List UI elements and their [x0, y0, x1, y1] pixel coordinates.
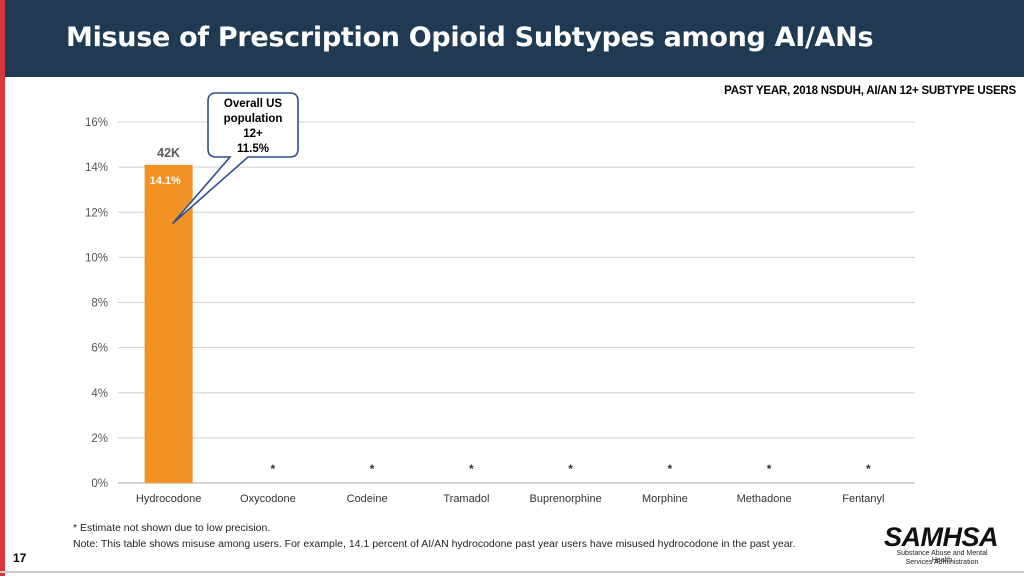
footnote-note: Note: This table shows misuse among user… — [73, 538, 796, 550]
suppressed-marker: * — [370, 462, 375, 476]
logo-subtitle-2: Services Administration — [905, 559, 979, 566]
callout-text: 11.5% — [237, 143, 269, 155]
x-tick-label: Tramadol — [443, 493, 489, 505]
callout-text: Overall US — [224, 98, 282, 110]
bottom-divider — [0, 571, 1024, 573]
logo-wordmark: SAMHSA — [884, 522, 999, 552]
x-tick-label: Codeine — [347, 493, 388, 505]
suppressed-marker: * — [668, 462, 673, 476]
callout-text: population — [224, 113, 283, 125]
y-tick-label: 8% — [91, 298, 108, 310]
suppressed-marker: * — [469, 462, 474, 476]
x-tick-label: Morphine — [642, 493, 688, 505]
gridlines — [118, 121, 915, 484]
page-number: 17 — [13, 551, 27, 565]
callout-text: 12+ — [243, 128, 263, 140]
x-tick-label: Buprenorphine — [530, 493, 602, 505]
bar-hydrocodone — [144, 164, 193, 483]
suppressed-marker: * — [568, 462, 573, 476]
callout-bubble — [172, 92, 299, 225]
x-tick-label: Fentanyl — [842, 493, 884, 505]
y-tick-label: 12% — [85, 207, 108, 219]
data-source-tag: PAST YEAR, 2018 NSDUH, AI/AN 12+ SUBTYPE… — [724, 85, 1016, 97]
suppressed-marker: * — [271, 462, 276, 476]
bars: 14.1% 42K * * * * * * * — [144, 146, 871, 483]
x-tick-label: Oxycodone — [240, 493, 296, 505]
y-tick-label: 10% — [85, 252, 108, 264]
y-tick-label: 0% — [91, 478, 108, 490]
y-tick-label: 6% — [91, 343, 108, 355]
x-tick-label: Methadone — [737, 493, 792, 505]
left-accent-bar — [0, 0, 5, 576]
slide-title: Misuse of Prescription Opioid Subtypes a… — [66, 22, 874, 53]
bar-value-label: 14.1% — [150, 175, 181, 187]
header-bar — [5, 0, 1024, 77]
y-tick-label: 16% — [85, 117, 108, 129]
suppressed-marker: * — [767, 462, 772, 476]
callout: Overall US population 12+ 11.5% — [172, 92, 299, 225]
samhsa-logo: SAMHSA Substance Abuse and Mental Health… — [870, 522, 1020, 570]
logo-subtitle-1: Substance Abuse and Mental Health — [896, 550, 988, 564]
y-tick-label: 14% — [85, 162, 108, 174]
suppressed-marker: * — [866, 462, 871, 476]
y-tick-label: 4% — [91, 388, 108, 400]
y-tick-label: 2% — [91, 433, 108, 445]
x-tick-labels: Hydrocodone Oxycodone Codeine Tramadol Bupre… — [136, 493, 885, 505]
footnote-precision: * Estimate not shown due to low precisio… — [73, 522, 271, 534]
x-tick-label: Hydrocodone — [136, 493, 201, 505]
y-tick-labels: 0% 2% 4% 6% 8% 10% 12% 14% 16% — [85, 117, 108, 490]
bar-count-label: 42K — [157, 146, 180, 160]
